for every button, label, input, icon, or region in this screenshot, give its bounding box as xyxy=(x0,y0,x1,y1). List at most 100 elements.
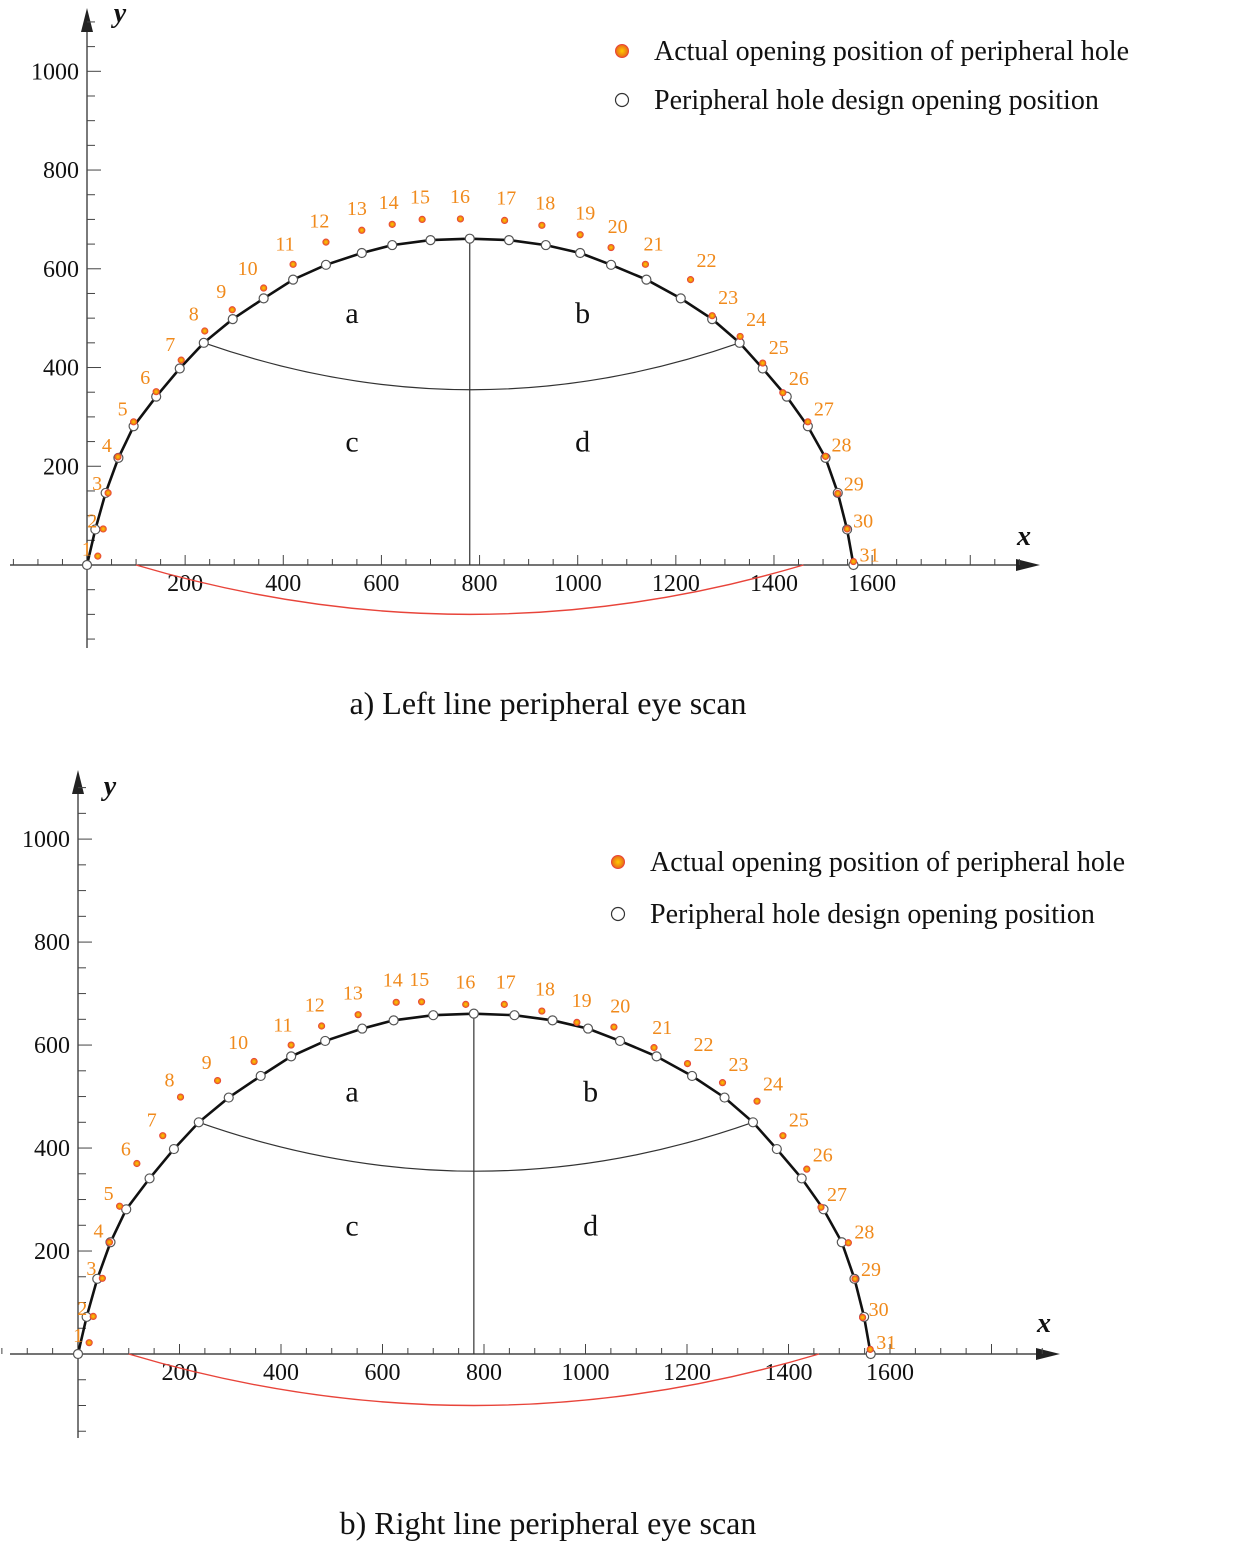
actual-point xyxy=(130,418,138,426)
point-label: 7 xyxy=(165,334,175,356)
point-label: 6 xyxy=(140,367,150,389)
actual-point xyxy=(641,260,650,268)
design-point xyxy=(428,1010,439,1021)
actual-point xyxy=(388,220,396,228)
actual-point xyxy=(289,260,297,268)
design-point xyxy=(582,1023,594,1034)
actual-point xyxy=(804,418,812,426)
point-label: 28 xyxy=(832,435,852,457)
actual-point xyxy=(159,1132,167,1140)
actual-point xyxy=(753,1097,761,1105)
design-point xyxy=(641,274,652,285)
point-label: 3 xyxy=(86,1258,96,1280)
actual-point xyxy=(610,1023,618,1031)
design-point xyxy=(771,1143,782,1155)
actual-point xyxy=(287,1041,295,1049)
actual-point xyxy=(538,221,546,229)
point-label: 15 xyxy=(409,969,429,991)
point-label: 30 xyxy=(869,1299,889,1321)
design-point xyxy=(198,337,209,348)
point-label: 14 xyxy=(383,970,403,992)
x-tick-label: 600 xyxy=(363,571,399,597)
point-label: 13 xyxy=(347,198,367,220)
y-tick-label: 400 xyxy=(43,356,79,382)
actual-point xyxy=(152,388,160,396)
inner-boundary-arc xyxy=(203,342,740,391)
point-label: 12 xyxy=(305,995,325,1017)
legend-actual-marker xyxy=(615,44,629,58)
region-label-d: d xyxy=(575,425,590,458)
actual-point xyxy=(213,1076,222,1085)
actual-point xyxy=(607,243,615,252)
point-label: 25 xyxy=(769,337,789,359)
design-point xyxy=(286,1051,297,1062)
point-label: 16 xyxy=(450,186,470,208)
x-axis-label: x xyxy=(1036,1308,1051,1339)
point-label: 1 xyxy=(82,539,92,561)
point-label: 6 xyxy=(121,1139,131,1161)
actual-point xyxy=(322,238,330,246)
actual-point xyxy=(759,359,767,367)
point-label: 21 xyxy=(644,234,664,256)
actual-point xyxy=(708,312,716,320)
point-label: 22 xyxy=(694,1034,714,1056)
x-tick-label: 1400 xyxy=(750,571,798,597)
design-point xyxy=(258,293,269,304)
x-tick-label: 400 xyxy=(265,571,301,597)
design-point xyxy=(614,1035,626,1047)
x-tick-label: 1200 xyxy=(663,1360,711,1386)
x-tick-label: 1000 xyxy=(562,1360,610,1386)
design-point xyxy=(174,363,185,374)
design-point xyxy=(747,1117,759,1128)
y-tick-label: 1000 xyxy=(31,59,79,85)
y-tick-label: 1000 xyxy=(22,827,70,853)
legend-design-label: Peripheral hole design opening position xyxy=(654,85,1099,116)
design-point xyxy=(287,274,299,285)
design-point xyxy=(227,314,238,325)
y-tick-label: 800 xyxy=(34,930,70,956)
y-tick-label: 200 xyxy=(34,1239,70,1265)
x-axis-arrow xyxy=(1036,1348,1060,1360)
point-label: 11 xyxy=(275,234,294,256)
actual-point xyxy=(392,998,400,1006)
actual-point xyxy=(358,226,366,234)
design-point xyxy=(356,247,367,259)
point-label: 20 xyxy=(610,995,630,1017)
actual-point xyxy=(736,332,744,341)
actual-point xyxy=(104,489,112,497)
point-label: 27 xyxy=(814,399,834,421)
point-label: 29 xyxy=(861,1259,881,1281)
point-label: 18 xyxy=(535,978,555,1000)
actual-point xyxy=(500,216,509,224)
point-label: 11 xyxy=(273,1014,292,1036)
point-label: 10 xyxy=(228,1032,248,1054)
y-tick-label: 200 xyxy=(43,454,79,480)
actual-point xyxy=(686,276,695,284)
design-point xyxy=(503,235,515,246)
actual-point xyxy=(462,1000,470,1008)
point-label: 5 xyxy=(118,399,128,421)
design-point xyxy=(193,1117,204,1128)
actual-point xyxy=(89,1312,97,1321)
x-tick-label: 1400 xyxy=(765,1360,813,1386)
point-label: 4 xyxy=(93,1221,103,1243)
design-point xyxy=(540,239,551,251)
chart-panel-right-line: 200 400 600 800 1000 1200 1400 1600 200 400 600 800… xyxy=(1,770,1125,1541)
x-axis-arrow xyxy=(1016,559,1040,571)
actual-point xyxy=(317,1022,326,1030)
actual-point xyxy=(177,356,185,364)
point-label: 22 xyxy=(697,250,717,272)
point-label: 23 xyxy=(729,1054,749,1076)
legend-design-marker xyxy=(610,906,626,922)
point-label: 31 xyxy=(859,544,879,566)
region-label-b: b xyxy=(583,1076,598,1109)
design-point xyxy=(575,247,586,259)
point-label: 23 xyxy=(718,287,738,309)
design-point xyxy=(121,1204,132,1215)
x-tick-label: 1600 xyxy=(866,1360,914,1386)
actual-point xyxy=(500,1000,508,1008)
legend-actual-marker xyxy=(611,855,625,869)
figure-caption: a) Left line peripheral eye scan xyxy=(349,685,746,721)
actual-point xyxy=(858,1313,867,1322)
